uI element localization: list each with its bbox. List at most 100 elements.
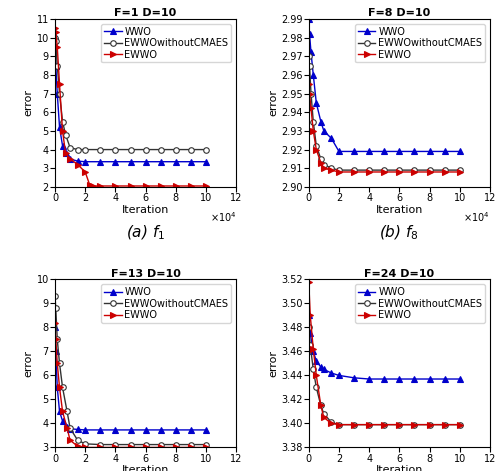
EWWO [142,445,148,450]
EWWOwithoutCMAES [310,119,316,124]
EWWO [60,128,66,134]
Line: WWO: WWO [306,313,462,382]
WWO [82,427,88,433]
WWO [328,370,334,376]
WWO [308,49,314,55]
EWWO [328,167,334,173]
EWWO [128,445,134,450]
EWWOwithoutCMAES [318,156,324,162]
WWO [382,376,388,382]
WWO [56,124,62,130]
WWO [62,150,68,156]
EWWO [203,445,209,450]
EWWO [426,169,432,175]
WWO [53,349,59,354]
WWO [336,373,342,378]
EWWOwithoutCMAES [351,422,357,428]
WWO [173,427,179,433]
WWO [52,33,58,39]
EWWOwithoutCMAES [366,422,372,428]
Legend: WWO, EWWOwithoutCMAES, EWWO: WWO, EWWOwithoutCMAES, EWWO [101,24,232,63]
EWWO [366,422,372,428]
EWWOwithoutCMAES [306,325,312,330]
WWO [60,418,66,424]
EWWO [128,183,134,189]
EWWOwithoutCMAES [82,147,88,153]
X-axis label: Iteration: Iteration [122,465,170,471]
EWWO [56,385,62,390]
WWO [321,366,327,372]
EWWO [52,25,58,31]
EWWOwithoutCMAES [382,422,388,428]
EWWOwithoutCMAES [442,167,448,173]
EWWO [308,106,314,111]
WWO [53,63,59,68]
Line: EWWOwithoutCMAES: EWWOwithoutCMAES [52,35,209,152]
EWWOwithoutCMAES [321,162,327,167]
Line: EWWO: EWWO [52,320,209,450]
Line: EWWOwithoutCMAES: EWWOwithoutCMAES [52,293,209,447]
WWO [98,427,103,433]
WWO [67,426,73,431]
EWWOwithoutCMAES [426,422,432,428]
Line: WWO: WWO [52,33,209,164]
EWWOwithoutCMAES [158,147,164,153]
EWWO [98,445,103,450]
WWO [82,159,88,164]
EWWO [142,183,148,189]
Y-axis label: error: error [24,350,34,377]
EWWOwithoutCMAES [67,145,73,151]
WWO [74,158,80,164]
EWWO [53,29,59,35]
WWO [67,156,73,162]
EWWO [54,361,60,366]
EWWO [412,169,418,175]
WWO [142,159,148,164]
EWWOwithoutCMAES [128,147,134,153]
EWWOwithoutCMAES [142,147,148,153]
WWO [74,427,80,432]
EWWO [351,422,357,428]
WWO [457,376,463,382]
EWWOwithoutCMAES [128,442,134,447]
WWO [52,325,58,330]
WWO [188,159,194,164]
EWWOwithoutCMAES [308,342,314,348]
WWO [112,159,118,164]
EWWO [158,445,164,450]
WWO [328,136,334,141]
WWO [336,149,342,154]
WWO [396,149,402,154]
WWO [128,427,134,433]
WWO [318,119,324,124]
WWO [412,149,418,154]
EWWO [67,156,73,162]
WWO [442,149,448,154]
EWWOwithoutCMAES [173,147,179,153]
Text: $\times10^4$: $\times10^4$ [210,211,236,224]
WWO [306,313,312,318]
EWWO [308,313,314,318]
Title: F=13 D=10: F=13 D=10 [110,268,180,278]
EWWO [112,183,118,189]
EWWOwithoutCMAES [67,425,73,431]
Text: (a) $f_1$: (a) $f_1$ [126,224,165,242]
EWWO [82,169,88,175]
EWWO [321,414,327,420]
EWWOwithoutCMAES [457,167,463,173]
Title: F=8 D=10: F=8 D=10 [368,8,430,18]
EWWOwithoutCMAES [54,63,60,68]
EWWO [306,91,312,97]
WWO [56,409,62,414]
EWWO [366,169,372,175]
EWWO [64,425,70,431]
EWWOwithoutCMAES [336,422,342,428]
X-axis label: Iteration: Iteration [376,204,423,215]
EWWOwithoutCMAES [382,167,388,173]
WWO [54,385,60,390]
EWWOwithoutCMAES [308,91,314,97]
EWWO [318,403,324,408]
Line: WWO: WWO [306,16,462,154]
EWWOwithoutCMAES [112,147,118,153]
WWO [351,149,357,154]
